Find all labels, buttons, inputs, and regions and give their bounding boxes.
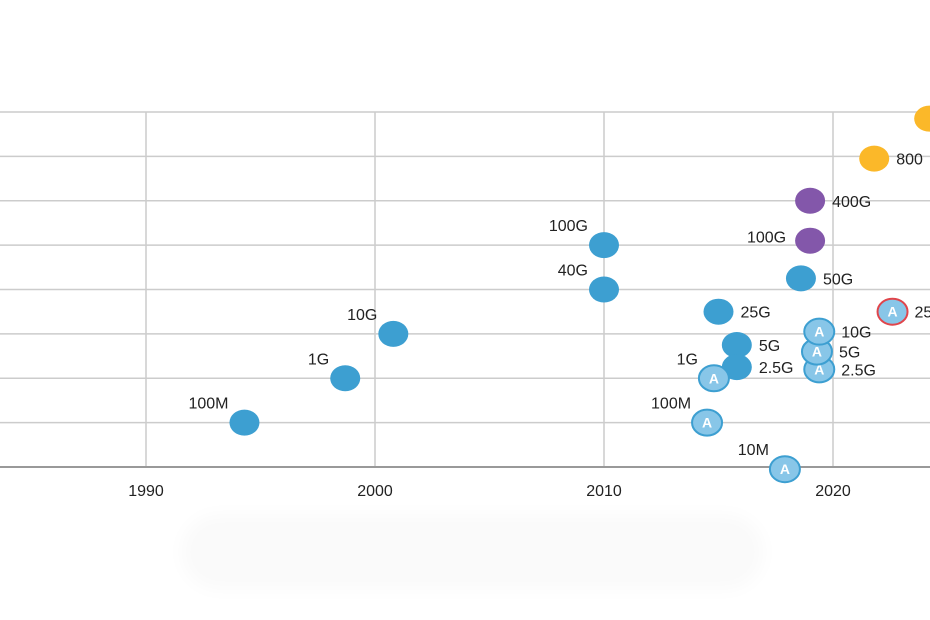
data-point: [721, 331, 752, 358]
automotive-data-point: [697, 364, 730, 393]
data-point: [785, 265, 816, 292]
automotive-data-point: [691, 408, 724, 437]
automotive-data-label: 100M: [651, 396, 691, 413]
data-label: 100G: [747, 230, 786, 247]
automotive-data-point: [768, 455, 801, 484]
automotive-marker-letter: A: [702, 415, 712, 431]
data-point: [795, 187, 826, 214]
automotive-marker-letter: A: [709, 370, 719, 386]
data-point: [859, 145, 890, 172]
data-label: 1G: [308, 351, 329, 368]
data-labels: 100M1G10G40G100G25G5G2.5G50G100G400G8001…: [188, 152, 930, 460]
x-tick-label: 2000: [357, 483, 393, 500]
data-label: 100G: [549, 218, 588, 235]
data-point: [378, 320, 409, 347]
x-tick-label: 2020: [815, 483, 851, 500]
blurred-shadow-area: [195, 528, 750, 576]
data-point: [703, 298, 734, 325]
automotive-data-label: 1G: [677, 351, 698, 368]
data-point: [914, 105, 930, 132]
automotive-data-label: 2.5G: [841, 362, 876, 379]
data-point: [330, 365, 361, 392]
data-label: 25G: [741, 305, 771, 322]
automotive-marker-letter: A: [887, 304, 897, 320]
data-point: [795, 227, 826, 254]
data-label: 800: [896, 152, 923, 169]
automotive-marker-letter: A: [780, 461, 790, 477]
data-label: 10G: [347, 307, 377, 324]
x-tick-label: 1990: [128, 483, 164, 500]
automotive-marker-letter: A: [814, 324, 824, 340]
automotive-data-label: 25: [915, 305, 930, 322]
data-label: 400G: [832, 194, 871, 211]
automotive-data-point: [803, 317, 836, 346]
automotive-data-point: [876, 297, 909, 326]
data-label: 2.5G: [759, 360, 794, 377]
automotive-marker-letter: A: [814, 361, 824, 377]
grid: [0, 111, 930, 468]
automotive-marker-letter: A: [812, 344, 822, 360]
data-label: 100M: [188, 396, 228, 413]
data-label: 50G: [823, 271, 853, 288]
data-label: 5G: [759, 338, 780, 355]
automotive-data-label: 10M: [738, 442, 769, 459]
automotive-data-label: 10G: [841, 325, 871, 342]
data-point: [589, 276, 619, 303]
automotive-data-label: 5G: [839, 345, 860, 362]
x-tick-label: 2010: [586, 483, 622, 500]
data-point: [721, 354, 752, 381]
x-axis-tick-labels: 1990 2000 2010 2020: [128, 483, 851, 500]
data-point: [229, 409, 260, 436]
data-label: 40G: [558, 263, 588, 280]
data-point: [589, 232, 619, 259]
